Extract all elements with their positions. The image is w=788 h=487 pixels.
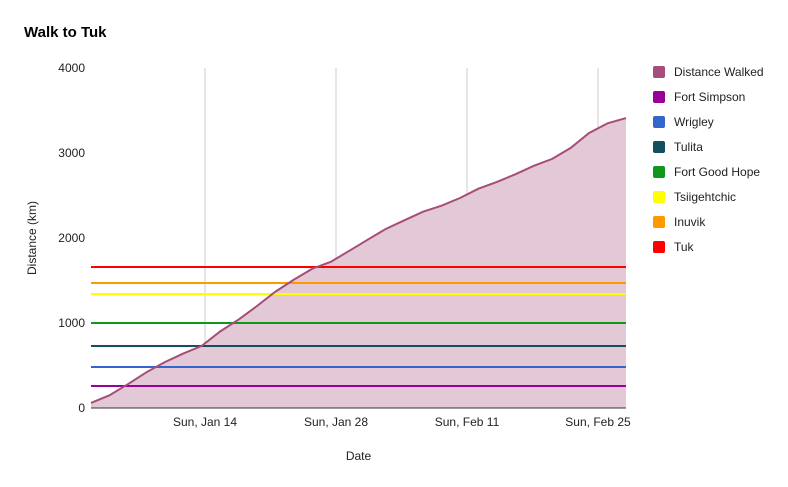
legend-swatch-icon <box>653 65 665 78</box>
distance-walked-area <box>91 118 626 408</box>
x-tick-label: Sun, Feb 25 <box>565 415 631 429</box>
y-tick-label: 3000 <box>58 146 85 160</box>
legend-item-inuvik[interactable]: Inuvik <box>653 209 764 234</box>
legend-swatch-icon <box>653 165 665 178</box>
legend-item-wrigley[interactable]: Wrigley <box>653 109 764 134</box>
legend-label: Fort Simpson <box>674 89 746 104</box>
legend-swatch-icon <box>653 215 665 228</box>
legend-swatch-icon <box>653 140 665 153</box>
legend-swatch-icon <box>653 190 665 203</box>
y-tick-label: 0 <box>78 401 85 415</box>
legend: Distance Walked Fort Simpson Wrigley Tulita… <box>653 59 764 259</box>
legend-label: Wrigley <box>674 114 714 129</box>
x-tick-label: Sun, Jan 14 <box>173 415 237 429</box>
legend-item-fort-simpson[interactable]: Fort Simpson <box>653 84 764 109</box>
legend-label: Tuk <box>674 239 694 254</box>
legend-label: Tsiigehtchic <box>674 189 737 204</box>
x-axis-title: Date <box>346 449 372 463</box>
y-tick-label: 2000 <box>58 231 85 245</box>
legend-item-tulita[interactable]: Tulita <box>653 134 764 159</box>
legend-label: Inuvik <box>674 214 706 229</box>
y-tick-label: 1000 <box>58 316 85 330</box>
legend-label: Fort Good Hope <box>674 164 761 179</box>
y-axis-title: Distance (km) <box>25 201 39 275</box>
legend-swatch-icon <box>653 90 665 103</box>
x-tick-label: Sun, Jan 28 <box>304 415 368 429</box>
legend-item-tsiigehtchic[interactable]: Tsiigehtchic <box>653 184 764 209</box>
distance-walked-line <box>90 117 627 404</box>
legend-label: Distance Walked <box>674 64 764 79</box>
y-tick-label: 4000 <box>58 61 85 75</box>
legend-label: Tulita <box>674 139 703 154</box>
legend-swatch-icon <box>653 240 665 253</box>
legend-item-tuk[interactable]: Tuk <box>653 234 764 259</box>
chart-title: Walk to Tuk <box>24 24 107 41</box>
legend-item-fort-good-hope[interactable]: Fort Good Hope <box>653 159 764 184</box>
legend-item-distance-walked[interactable]: Distance Walked <box>653 59 764 84</box>
x-tick-label: Sun, Feb 11 <box>435 415 500 429</box>
legend-swatch-icon <box>653 115 665 128</box>
